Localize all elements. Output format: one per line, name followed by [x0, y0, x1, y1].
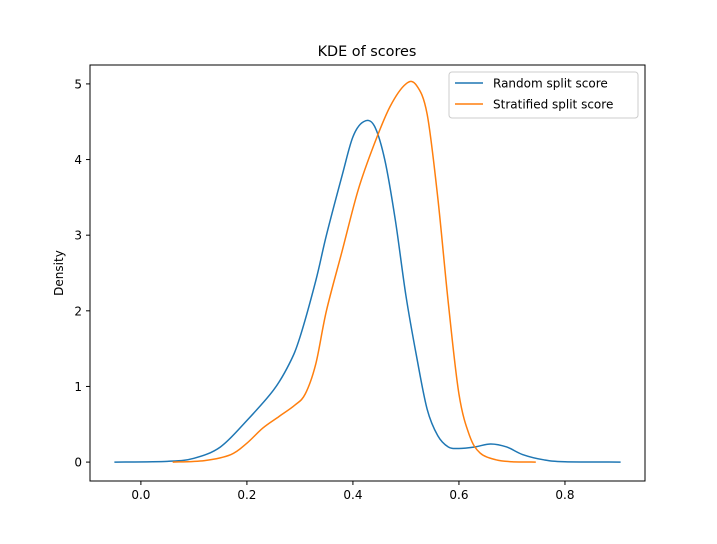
- y-tick-label: 4: [74, 153, 82, 167]
- legend-label: Stratified split score: [493, 98, 613, 112]
- x-tick-label: 0.2: [237, 488, 256, 502]
- series-line-random: [114, 119, 621, 463]
- y-axis-label: Density: [52, 250, 66, 296]
- x-tick-label: 0.8: [555, 488, 574, 502]
- y-tick-label: 5: [74, 77, 82, 91]
- y-tick-label: 0: [74, 456, 82, 470]
- x-tick-label: 0.0: [131, 488, 150, 502]
- legend-box: [448, 71, 639, 119]
- y-tick-label: 2: [74, 304, 82, 318]
- chart-title: KDE of scores: [318, 44, 417, 60]
- series-line-stratified: [172, 80, 536, 463]
- legend-label: Random split score: [493, 77, 608, 91]
- legend: Random split score Stratified split score: [448, 71, 639, 119]
- x-tick-label: 0.4: [343, 488, 362, 502]
- x-tick-label: 0.6: [449, 488, 468, 502]
- y-tick-label: 1: [74, 380, 82, 394]
- plot-frame: [89, 64, 646, 482]
- y-tick-label: 3: [74, 229, 82, 243]
